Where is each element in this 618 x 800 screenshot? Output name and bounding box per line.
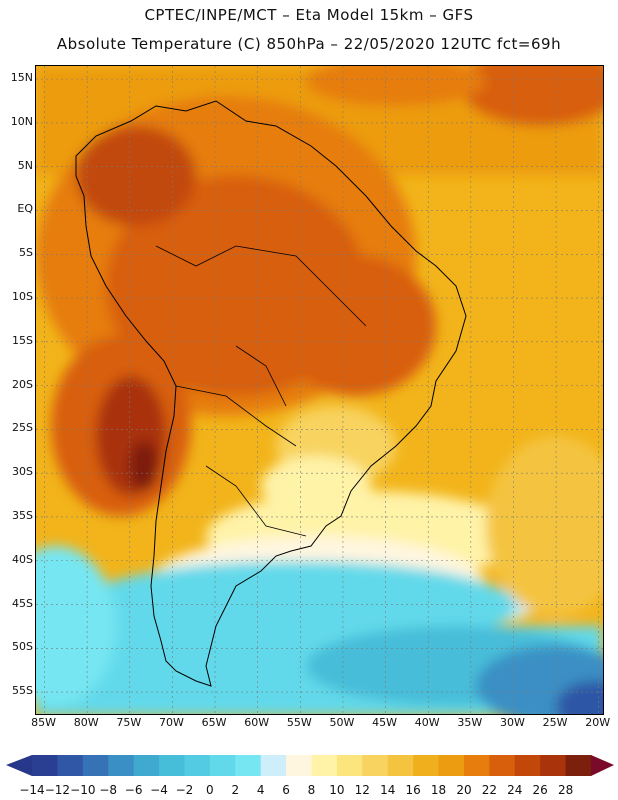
field-north-hot xyxy=(306,66,486,106)
lon-label: 50W xyxy=(329,716,355,729)
colorbar-tick-label: −6 xyxy=(124,783,143,797)
colorbar-tick-label: 16 xyxy=(405,783,421,797)
colorbar-low-arrow xyxy=(6,755,32,776)
lon-label: 70W xyxy=(158,716,184,729)
lat-label: 10N xyxy=(10,114,33,128)
colorbar-tick-label: 20 xyxy=(456,783,472,797)
colorbar-tick-label: 22 xyxy=(481,783,497,797)
lon-label: 30W xyxy=(500,716,525,729)
lon-label: 65W xyxy=(201,716,227,729)
colorbar-segment xyxy=(286,755,312,776)
temperature-field xyxy=(36,66,603,714)
lat-label: EQ xyxy=(17,202,33,216)
colorbar-segment xyxy=(209,755,236,776)
lat-label: 5S xyxy=(19,246,33,260)
colorbar-segment xyxy=(260,755,287,776)
colorbar-tick-label: 24 xyxy=(507,783,523,797)
lat-label: 40S xyxy=(12,552,33,566)
colorbar-segment xyxy=(159,755,185,776)
lat-label: 15S xyxy=(12,333,33,347)
colorbar-segment xyxy=(82,755,109,776)
colorbar-tick-label: −8 xyxy=(99,783,118,797)
colorbar-segment xyxy=(133,755,160,776)
colorbar-segment xyxy=(57,755,84,776)
colorbar-tick-label: 14 xyxy=(380,783,396,797)
field-south-coldest xyxy=(556,681,603,714)
field-colombia-hot xyxy=(76,126,196,226)
lat-label: 30S xyxy=(12,465,33,479)
colorbar-segment xyxy=(463,755,490,776)
lon-label: 25W xyxy=(542,716,568,729)
colorbar-segment xyxy=(387,755,414,776)
colorbar-tick-label: 6 xyxy=(282,783,290,797)
map-canvas xyxy=(36,66,603,714)
lon-label: 75W xyxy=(116,716,142,729)
lat-label: 35S xyxy=(12,508,33,522)
lat-label: 20S xyxy=(12,377,33,391)
lat-lon-grid xyxy=(36,66,603,714)
lat-label: 10S xyxy=(12,290,33,304)
colorbar-tick-label: 28 xyxy=(557,783,574,797)
colorbar-tick-label: −10 xyxy=(70,783,96,797)
lon-label: 85W xyxy=(31,716,56,729)
field-chile-max xyxy=(129,441,159,491)
colorbar-tick-label: −14 xyxy=(19,783,45,797)
colorbar-tick-label: −4 xyxy=(150,783,168,797)
map-title: CPTEC/INPE/MCT – Eta Model 15km – GFS xyxy=(144,6,474,24)
field-east-atlantic xyxy=(486,436,603,616)
lat-label: 5N xyxy=(17,158,33,172)
lon-label: 60W xyxy=(244,716,270,729)
lon-label: 80W xyxy=(73,716,99,729)
colorbar-segment xyxy=(489,755,516,776)
colorbar-segment xyxy=(336,755,363,776)
field-caribbean-hot xyxy=(461,66,603,126)
lat-label: 45S xyxy=(12,596,33,610)
colorbar-segment xyxy=(514,755,541,776)
colorbar-segment xyxy=(184,755,211,776)
colorbar-tick-label: 12 xyxy=(354,783,370,797)
map-subtitle: Absolute Temperature (C) 850hPa – 22/05/… xyxy=(56,35,562,53)
colorbar-segment xyxy=(311,755,338,776)
lat-label: 55S xyxy=(12,684,33,698)
country-borders xyxy=(155,245,367,537)
colorbar-tick-label: 10 xyxy=(329,783,345,797)
colorbar-segment xyxy=(540,755,567,776)
colorbar-segment xyxy=(413,755,440,776)
colorbar-segment xyxy=(362,755,389,776)
lat-label: 25S xyxy=(12,421,33,435)
lat-label: 50S xyxy=(12,640,33,654)
colorbar-tick-label: 18 xyxy=(430,783,447,797)
temperature-colorbar xyxy=(6,755,614,776)
lat-label: 15N xyxy=(10,71,33,85)
colorbar-tick-label: 0 xyxy=(206,783,214,797)
temperature-map xyxy=(35,65,604,715)
field-se-pacific-cool xyxy=(36,546,116,706)
colorbar-tick-label: 4 xyxy=(256,783,265,797)
colorbar-segment xyxy=(438,755,465,776)
colorbar-segment xyxy=(565,755,592,776)
colorbar-segment xyxy=(32,755,58,776)
colorbar-tick-label: 26 xyxy=(532,783,548,797)
lon-label: 45W xyxy=(372,716,398,729)
colorbar-segment xyxy=(108,755,135,776)
colorbar-tick-label: −12 xyxy=(44,783,71,797)
south-america-coastline xyxy=(75,100,467,687)
colorbar-tick-label: 8 xyxy=(307,783,316,797)
lon-label: 35W xyxy=(457,716,483,729)
colorbar-tick-label: −2 xyxy=(175,783,194,797)
field-brazil-hot xyxy=(276,256,436,396)
lon-label: 55W xyxy=(286,716,312,729)
colorbar-high-arrow xyxy=(591,755,614,776)
lon-label: 40W xyxy=(414,716,440,729)
lon-label: 20W xyxy=(585,716,611,729)
colorbar-tick-label: 2 xyxy=(231,783,240,797)
colorbar-segment xyxy=(235,755,262,776)
